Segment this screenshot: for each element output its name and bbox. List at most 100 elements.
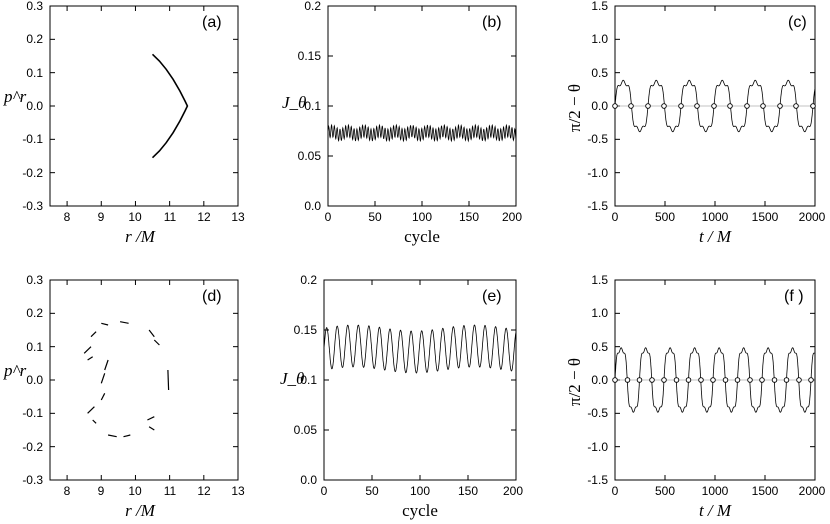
plot-area: [612, 5, 816, 207]
x-tick-label: 100: [412, 210, 432, 224]
y-tick-label: 0.0: [26, 373, 43, 387]
x-tick-label: 200: [502, 210, 522, 224]
y-tick-labels: -0.3 -0.2 -0.1 0.0 0.1 0.2 0.3: [22, 0, 43, 213]
x-tick-label: 150: [459, 210, 479, 224]
x-tick-label: 0: [321, 484, 328, 498]
orbit-fragment: [87, 356, 94, 361]
x-tick-labels: 0 50 100 150 200: [325, 210, 523, 224]
crossing-marker: [710, 377, 716, 383]
crossing-marker: [771, 377, 778, 383]
x-tick-labels: 0 500 1000 1500 2000: [612, 210, 826, 224]
y-tick-label: 1.0: [591, 306, 608, 320]
crossing-marker: [636, 377, 643, 383]
x-tick-label: 1500: [752, 210, 779, 224]
y-tick-label: -0.5: [587, 406, 608, 420]
crossing-marker: [783, 377, 790, 383]
plot-area: [50, 279, 239, 481]
panel-d: (d) 8 9 10 11 12 13 -0.3 -0.2 -0.1 0.0 0…: [3, 273, 245, 520]
orbit-fragment: [153, 339, 160, 346]
orbit-fragment: [87, 406, 95, 414]
y-tick-label: 0.2: [300, 273, 317, 287]
series-line: [327, 123, 517, 143]
y-tick-label: 0.15: [294, 323, 318, 337]
orbit-fragment: [83, 346, 92, 354]
x-tick-label: 2000: [799, 484, 826, 498]
crossing-marker: [645, 103, 651, 109]
orbit-curve: [151, 53, 189, 159]
y-tick-label: 0.05: [294, 423, 318, 437]
crossing-marker: [759, 377, 765, 383]
plot-area: [50, 5, 239, 207]
y-tick-label: -0.5: [587, 132, 608, 146]
y-tick-label: -0.3: [22, 199, 43, 213]
y-tick-labels: -1.5 -1.0 -0.5 0.0 0.5 1.0 1.5: [587, 273, 608, 487]
y-tick-label: 0.0: [300, 473, 317, 487]
y-tick-label: -1.0: [587, 166, 608, 180]
crossing-marker: [612, 377, 618, 383]
x-tick-labels: 0 500 1000 1500 2000: [612, 484, 826, 498]
plot-frame: [49, 5, 239, 207]
y-tick-label: -0.2: [22, 166, 43, 180]
x-tick-label: 1000: [702, 484, 729, 498]
y-tick-label: 0.1: [26, 66, 43, 80]
y-tick-label: 1.5: [591, 0, 608, 13]
y-tick-label: 0.05: [298, 149, 322, 163]
y-axis-label: p^r: [3, 87, 27, 106]
y-tick-label: 0.0: [591, 373, 608, 387]
crossing-marker: [744, 103, 750, 109]
orbit-fragment: [100, 393, 106, 401]
y-tick-label: -1.0: [587, 440, 608, 454]
x-tick-label: 13: [231, 484, 245, 498]
y-tick-label: 1.5: [591, 273, 608, 287]
x-tick-label: 12: [197, 210, 211, 224]
orbit-fragment: [92, 419, 97, 424]
x-axis-label: cycle: [402, 501, 438, 520]
x-axis-label: r /M: [125, 227, 156, 246]
x-tick-label: 500: [655, 210, 675, 224]
orbit-fragment: [100, 373, 106, 384]
x-tick-label: 9: [98, 210, 105, 224]
panel-label: (b): [482, 14, 502, 31]
panel-label: (e): [482, 288, 502, 305]
x-tick-labels: 0 50 100 150 200: [321, 484, 524, 498]
x-tick-label: 500: [655, 484, 675, 498]
panel-a: (a) 8 9 10 11 12 13 -0.3 -0.2 -0.1 0.0 0…: [3, 0, 245, 246]
crossing-marker: [711, 103, 717, 109]
crossing-marker: [727, 103, 733, 109]
plot-frame: [327, 5, 517, 207]
series-line: [323, 324, 517, 374]
y-tick-label: -0.1: [22, 132, 43, 146]
x-tick-label: 50: [365, 484, 379, 498]
x-tick-label: 8: [64, 210, 71, 224]
y-tick-label: 0.0: [26, 99, 43, 113]
y-axis-label: p^r: [3, 361, 27, 380]
panel-b: (b) 0 50 100 150 200 0.0 0.05 0.1 0.15 0…: [282, 0, 522, 246]
x-tick-label: 1500: [752, 484, 779, 498]
crossing-marker: [661, 377, 667, 383]
y-axis-label: π/2 − θ: [565, 358, 584, 406]
x-tick-labels: 8 9 10 11 12 13: [64, 484, 245, 498]
x-tick-label: 10: [128, 484, 142, 498]
panel-label: (f ): [784, 288, 804, 305]
crossing-marker: [612, 103, 618, 109]
y-tick-label: -0.1: [22, 406, 43, 420]
orbit-fragment: [147, 416, 155, 421]
y-tick-label: 0.1: [304, 99, 321, 113]
crossing-marker: [760, 103, 766, 109]
panel-c: (c) 0 500 1000 1500 2000 -1.5 -1.0 -0.5 …: [565, 0, 826, 246]
panel-label: (c): [788, 14, 807, 31]
panel-e: (e) 0 50 100 150 200 0.0 0.05 0.1 0.15 0…: [280, 273, 523, 520]
crossing-marker: [694, 103, 700, 109]
x-tick-label: 10: [128, 210, 142, 224]
crossing-marker: [796, 377, 802, 383]
y-tick-label: -1.5: [587, 473, 608, 487]
x-tick-label: 11: [164, 210, 177, 224]
orbit-fragment: [167, 369, 170, 391]
orbit-fragment: [101, 322, 109, 326]
crossing-marker: [793, 103, 799, 109]
y-tick-label: 0.1: [300, 373, 317, 387]
x-tick-label: 50: [368, 210, 382, 224]
plot-frame: [49, 279, 239, 481]
crossing-marker: [678, 103, 684, 109]
